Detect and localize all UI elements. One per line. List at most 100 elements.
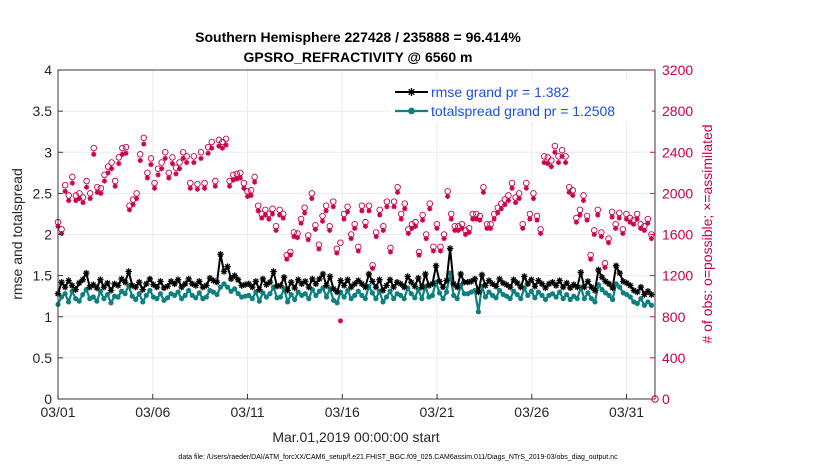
obs-assimilated-point (80, 200, 86, 206)
x-axis-label: Mar.01,2019 00:00:00 start (272, 429, 439, 445)
rmse-point (121, 279, 129, 286)
obs-assimilated-point (166, 175, 172, 181)
rmse-point (450, 280, 457, 288)
obs-assimilated-point (226, 183, 233, 189)
obs-assimilated-point (412, 223, 419, 229)
obs-assimilated-point (362, 223, 369, 229)
obs-possible-point (104, 163, 112, 170)
totalspread-point (348, 296, 354, 302)
rmse-point (167, 278, 175, 285)
rmse-point (333, 288, 341, 296)
rmse-point (563, 279, 570, 287)
obs-assimilated-point (280, 215, 286, 221)
obs-assimilated-point (341, 216, 347, 222)
totalspread-point (295, 289, 301, 295)
rmse-point (482, 282, 489, 289)
obs-assimilated-point (241, 185, 247, 191)
obs-assimilated-point (216, 143, 222, 149)
obs-assimilated-point (595, 212, 601, 218)
rmse-point (132, 283, 139, 291)
obs-possible-point (136, 151, 144, 158)
totalspread-point (560, 296, 566, 302)
totalspread-point (140, 299, 146, 305)
rmse-point (79, 276, 86, 283)
obs-assimilated-point (259, 215, 265, 221)
legend-rmse-marker (407, 88, 416, 96)
totalspread-point (514, 291, 520, 298)
obs-assimilated-point (602, 264, 608, 270)
obs-assimilated-point (162, 155, 168, 162)
rmse-point (330, 285, 337, 292)
rmse-point (552, 282, 560, 289)
obs-possible-point (122, 143, 130, 151)
y-tick-label-left: 2.5 (33, 185, 53, 201)
obs-assimilated-point (630, 221, 637, 227)
obs-possible-point (83, 177, 90, 185)
y-tick-label-right: 0 (662, 391, 670, 407)
rmse-point (72, 286, 79, 293)
rmse-point (517, 283, 524, 291)
y-axis-label-right: # of obs: o=possible; ×=assimilated (699, 124, 715, 343)
totalspread-point (451, 292, 457, 298)
obs-assimilated-point (323, 208, 329, 214)
obs-assimilated-point (598, 233, 604, 240)
obs-assimilated-point (487, 225, 494, 231)
totalspread-point (235, 291, 241, 297)
totalspread-point (101, 296, 107, 302)
rmse-point (415, 274, 422, 282)
totalspread-point (595, 282, 602, 288)
rmse-point (612, 262, 620, 269)
rmse-point (605, 280, 613, 288)
totalspread-point (115, 294, 121, 300)
obs-assimilated-point (559, 153, 565, 159)
obs-assimilated-point (480, 189, 487, 195)
totalspread-point (581, 296, 587, 302)
rmse-point (581, 283, 588, 291)
rmse-point (372, 283, 380, 291)
obs-assimilated-point (512, 200, 519, 206)
rmse-point (492, 283, 500, 290)
totalspread-point (129, 293, 135, 299)
totalspread-point (507, 296, 513, 302)
rmse-point (475, 288, 482, 296)
obs-assimilated-point (191, 159, 197, 166)
obs-assimilated-point (155, 172, 161, 178)
totalspread-point (267, 291, 273, 297)
rmse-point (648, 291, 655, 298)
rmse-point (305, 283, 313, 291)
totalspread-point (518, 296, 524, 302)
rmse-point (171, 280, 178, 288)
totalspread-point (104, 291, 111, 298)
y-tick-label-right: 800 (662, 309, 686, 325)
rmse-point (514, 279, 521, 287)
rmse-point (326, 273, 334, 280)
totalspread-point (486, 289, 492, 295)
obs-possible-point (540, 153, 548, 160)
rmse-point (203, 282, 210, 289)
obs-assimilated-point (648, 236, 655, 242)
totalspread-point (171, 292, 178, 298)
obs-assimilated-point (305, 237, 311, 243)
obs-assimilated-point (420, 217, 426, 223)
obs-possible-point (222, 135, 230, 143)
rmse-point (227, 275, 235, 283)
obs-assimilated-point (266, 216, 272, 222)
obs-assimilated-point (109, 166, 115, 172)
obs-possible-point (197, 148, 205, 156)
obs-assimilated-point (298, 220, 304, 226)
obs-assimilated-point (384, 204, 390, 210)
obs-assimilated-point (212, 183, 218, 189)
rmse-point (174, 276, 182, 283)
rmse-point (206, 274, 214, 282)
totalspread-point (627, 294, 633, 300)
obs-assimilated-point (101, 178, 108, 184)
obs-assimilated-point (248, 192, 254, 199)
rmse-point (383, 282, 390, 289)
rmse-point (457, 270, 464, 278)
totalspread-point (306, 296, 312, 302)
totalspread-point (585, 290, 591, 296)
totalspread-point (94, 298, 100, 304)
rmse-point (584, 278, 592, 285)
obs-possible-point (69, 173, 76, 181)
rmse-point (284, 287, 291, 294)
